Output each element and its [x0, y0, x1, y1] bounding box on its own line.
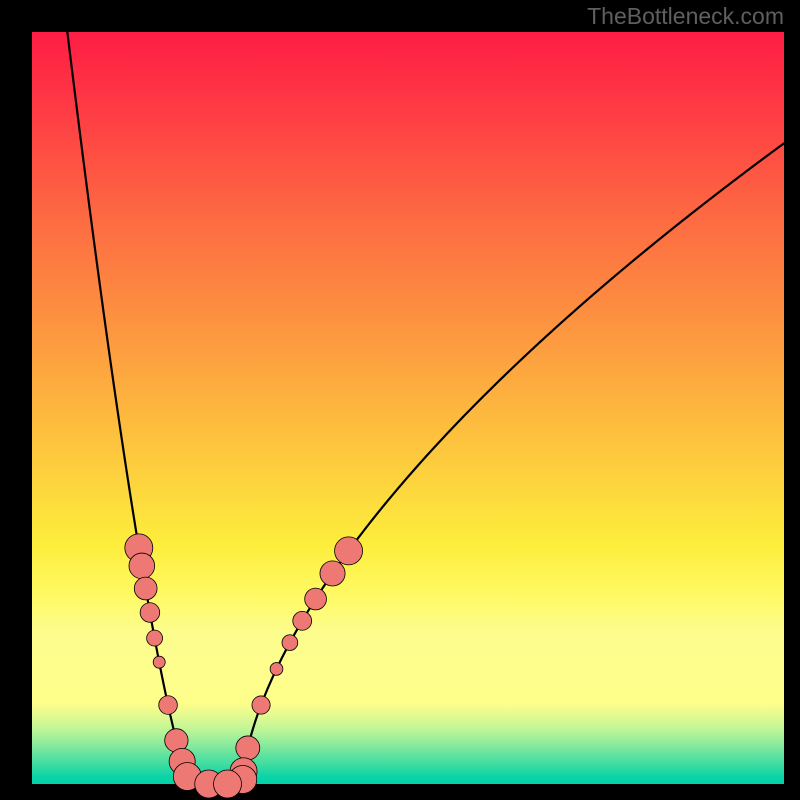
data-marker	[129, 553, 155, 579]
watermark-text: TheBottleneck.com	[587, 3, 784, 30]
data-marker	[335, 537, 363, 565]
data-marker	[214, 770, 242, 798]
data-marker	[159, 696, 178, 715]
data-marker	[134, 577, 157, 600]
data-marker	[270, 663, 283, 676]
data-marker	[282, 635, 298, 651]
data-marker	[252, 696, 270, 714]
data-marker	[140, 603, 160, 623]
data-marker	[153, 656, 165, 668]
data-marker	[147, 630, 163, 646]
chart-container: TheBottleneck.com	[0, 0, 800, 800]
data-marker	[320, 561, 345, 586]
data-marker	[293, 611, 312, 630]
data-marker	[236, 736, 260, 760]
data-marker	[305, 588, 327, 610]
bottleneck-plot	[0, 0, 800, 800]
plot-background	[32, 32, 784, 784]
